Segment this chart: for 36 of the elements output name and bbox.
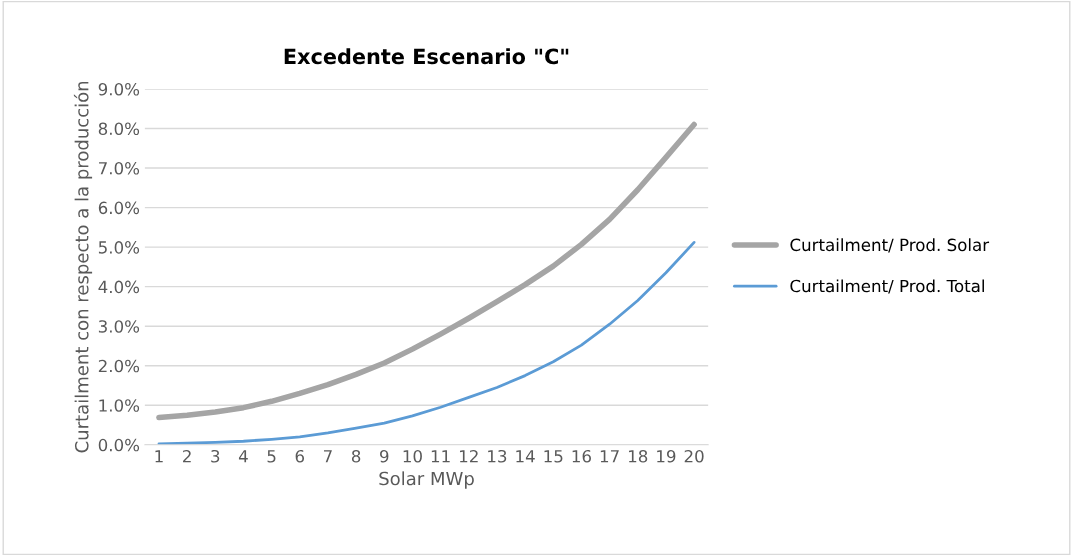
x-tick-label: 8	[351, 449, 361, 463]
y-axis-title: Curtailment con respecto a la producción	[73, 81, 93, 453]
x-tick-label: 10	[403, 449, 422, 463]
x-tick-label: 15	[544, 450, 563, 463]
x-tick-label: 3	[211, 449, 220, 463]
x-tick-label: 4	[238, 450, 248, 463]
x-tick-label: 12	[459, 449, 478, 463]
legend-label: Curtailment/ Prod. Solar	[790, 238, 990, 253]
x-tick-label: 7	[324, 450, 332, 463]
y-tick-label: 2.0%	[98, 359, 140, 373]
x-tick-label: 6	[295, 449, 305, 463]
y-tick-label: 6.0%	[98, 201, 140, 215]
x-tick-label: 17	[600, 450, 619, 463]
x-tick-label: 9	[380, 449, 389, 463]
y-tick-label: 9.0%	[98, 82, 140, 96]
x-tick-label: 20	[684, 449, 704, 463]
x-tick-label: 1	[155, 450, 163, 463]
y-tick-label: 0.0%	[98, 438, 140, 452]
x-axis-title: Solar MWp	[379, 471, 474, 489]
legend-label: Curtailment/ Prod. Total	[790, 279, 984, 294]
y-tick-label: 4.0%	[98, 280, 140, 294]
line-series	[157, 240, 696, 445]
x-tick-label: 14	[516, 450, 535, 463]
y-tick-label: 8.0%	[98, 122, 140, 136]
y-tick-label: 7.0%	[99, 162, 140, 175]
x-tick-label: 5	[267, 450, 276, 463]
y-tick-label: 3.0%	[98, 320, 140, 333]
x-tick-label: 2	[183, 449, 191, 463]
y-tick-label: 5.0%	[98, 241, 140, 254]
x-tick-label: 13	[488, 449, 507, 463]
x-tick-label: 19	[657, 449, 676, 463]
x-tick-label: 16	[572, 449, 591, 463]
chart-title: Excedente Escenario "C"	[284, 48, 569, 65]
y-tick-label: 1.0%	[99, 399, 140, 412]
x-tick-label: 18	[628, 449, 648, 463]
x-tick-label: 11	[431, 450, 450, 463]
